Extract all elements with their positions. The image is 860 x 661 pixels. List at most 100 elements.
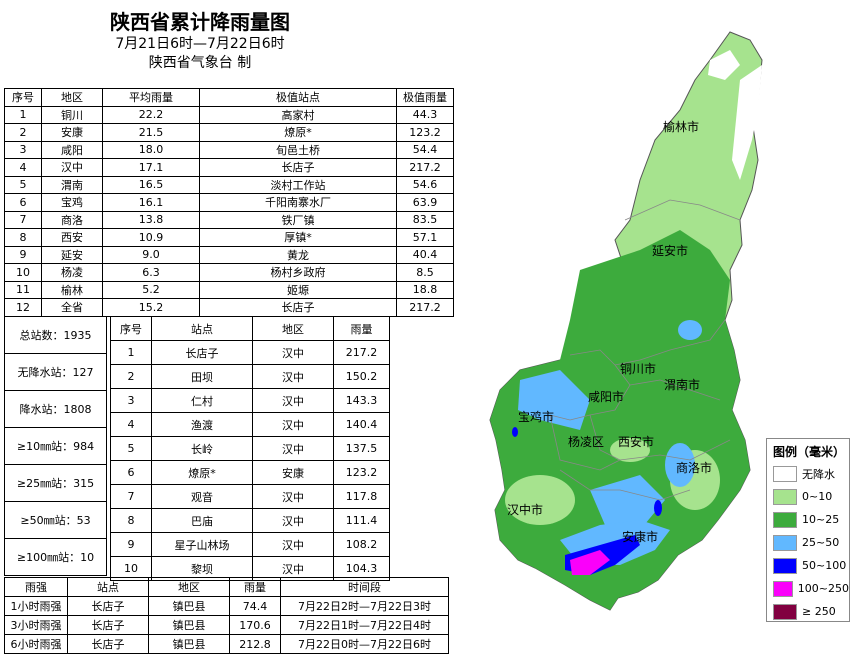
table-cell: 74.4	[229, 596, 281, 616]
table-cell: 22.2	[102, 105, 200, 124]
table-row: ≥10㎜站：984	[4, 427, 107, 465]
table-cell: 汉中	[252, 508, 334, 533]
table-cell: 燎原*	[199, 123, 397, 142]
city-label-yanan: 延安市	[652, 244, 689, 258]
city-label-xian: 西安市	[618, 435, 655, 449]
table-row: 3小时雨强 长店子 镇巴县 170.6 7月22日1时—7月22日4时	[4, 615, 449, 635]
table-cell: 长店子	[199, 298, 397, 317]
table-cell: 汉中	[252, 340, 334, 365]
no-rain-zone	[732, 65, 762, 180]
table-cell: 安康	[252, 460, 334, 485]
table-row: 5 渭南 16.5 淡村工作站 54.6	[4, 175, 454, 194]
table-cell: 杨村乡政府	[199, 263, 397, 282]
table-cell: 燎原*	[151, 460, 253, 485]
summary-cell: 降水站：1808	[4, 390, 107, 428]
table-cell: 57.1	[396, 228, 454, 247]
table-cell: 7	[4, 210, 42, 229]
table-cell: 16.1	[102, 193, 200, 212]
table-row: 3 咸阳 18.0 旬邑土桥 54.4	[4, 140, 454, 159]
table-row: 2 田坝 汉中 150.2	[110, 364, 390, 389]
summary-cell: 无降水站：127	[4, 353, 107, 391]
legend-label: 100~250	[797, 582, 849, 595]
summary-cell: ≥50㎜站：53	[4, 501, 107, 539]
city-label-yangling: 杨凌区	[568, 435, 605, 449]
col-header: 雨强	[4, 577, 68, 597]
table-row: 1 长店子 汉中 217.2	[110, 340, 390, 365]
city-label-shangluo: 商洛市	[676, 461, 713, 475]
map-legend: 图例（毫米） 无降水 0~10 10~25 25~50 50~100 100~250 ≥ 2…	[766, 438, 850, 622]
legend-item: 25~50	[767, 531, 849, 554]
table-row: 5 长岭 汉中 137.5	[110, 436, 390, 461]
legend-item: 100~250	[767, 577, 849, 600]
col-header: 站点	[67, 577, 149, 597]
table-cell: 8	[110, 508, 152, 533]
table-cell: 黎坝	[151, 556, 253, 581]
table-cell: 9	[4, 245, 42, 264]
table-row: 1 铜川 22.2 高家村 44.3	[4, 105, 454, 124]
legend-item: 10~25	[767, 508, 849, 531]
table-row: 8 巴庙 汉中 111.4	[110, 508, 390, 533]
table-cell: 汉中	[252, 388, 334, 413]
legend-item: 0~10	[767, 485, 849, 508]
table-row: ≥25㎜站：315	[4, 464, 107, 502]
legend-label: 无降水	[802, 467, 835, 481]
legend-label: 50~100	[802, 559, 847, 572]
table-row: 8 西安 10.9 厚镇* 57.1	[4, 228, 454, 247]
table-cell: 长岭	[151, 436, 253, 461]
rain-intensity-table: 雨强 站点 地区 雨量 时间段 1小时雨强 长店子 镇巴县 74.4 7月22日2时—7…	[4, 577, 449, 654]
col-header: 平均雨量	[102, 88, 200, 107]
col-header: 地区	[41, 88, 103, 107]
table-cell: 4	[110, 412, 152, 437]
rain-100-250-zone	[570, 550, 610, 575]
table-row: 10 黎坝 汉中 104.3	[110, 556, 390, 581]
table-cell: 3小时雨强	[4, 615, 68, 635]
map-title: 陕西省累计降雨量图	[110, 10, 290, 34]
table-row: 7 观音 汉中 117.8	[110, 484, 390, 509]
table-cell: 137.5	[333, 436, 390, 461]
table-cell: 咸阳	[41, 140, 103, 159]
table-cell: 6.3	[102, 263, 200, 282]
rain-25-50-zone	[590, 475, 665, 530]
table-cell: 淡村工作站	[199, 175, 397, 194]
table-cell: 黄龙	[199, 245, 397, 264]
col-header: 地区	[252, 316, 334, 341]
table-cell: 渭南	[41, 175, 103, 194]
table-row: 6 燎原* 安康 123.2	[110, 460, 390, 485]
table-cell: 长店子	[199, 158, 397, 177]
table-cell: 1小时雨强	[4, 596, 68, 616]
table-cell: 长店子	[67, 615, 149, 635]
table-cell: 长店子	[67, 596, 149, 616]
table-cell: 渔渡	[151, 412, 253, 437]
table-cell: 5	[110, 436, 152, 461]
table-row: 10 杨凌 6.3 杨村乡政府 8.5	[4, 263, 454, 282]
table-cell: 田坝	[151, 364, 253, 389]
table-cell: 12	[4, 298, 42, 317]
legend-label: 0~10	[802, 490, 833, 503]
table-cell: 旬邑土桥	[199, 140, 397, 159]
table-row: 9 星子山林场 汉中 108.2	[110, 532, 390, 557]
legend-item: 无降水	[767, 462, 849, 485]
table-cell: 150.2	[333, 364, 390, 389]
table-row: 12 全省 15.2 长店子 217.2	[4, 298, 454, 317]
legend-item: 50~100	[767, 554, 849, 577]
table-cell: 170.6	[229, 615, 281, 635]
table-cell: 仁村	[151, 388, 253, 413]
table-cell: 西安	[41, 228, 103, 247]
table-cell: 212.8	[229, 634, 281, 654]
col-header: 极值站点	[199, 88, 397, 107]
legend-swatch	[773, 488, 797, 505]
legend-label: ≥ 250	[802, 605, 836, 618]
col-header: 雨量	[229, 577, 281, 597]
table-cell: 7月22日2时—7月22日3时	[280, 596, 449, 616]
table-row: ≥50㎜站：53	[4, 501, 107, 539]
table-cell: 104.3	[333, 556, 390, 581]
city-label-tongchuan: 铜川市	[620, 362, 657, 376]
table-cell: 108.2	[333, 532, 390, 557]
table-cell: 汉中	[252, 484, 334, 509]
city-label-hanzhong: 汉中市	[507, 503, 544, 517]
top10-station-table: 序号 站点 地区 雨量 1 长店子 汉中 217.2 2 田坝 汉中 150.2 3 仁村 汉中 14…	[110, 316, 390, 581]
table-cell: 汉中	[252, 532, 334, 557]
table-cell: 姬塬	[199, 280, 397, 299]
col-header: 地区	[148, 577, 230, 597]
table-cell: 1	[4, 105, 42, 124]
